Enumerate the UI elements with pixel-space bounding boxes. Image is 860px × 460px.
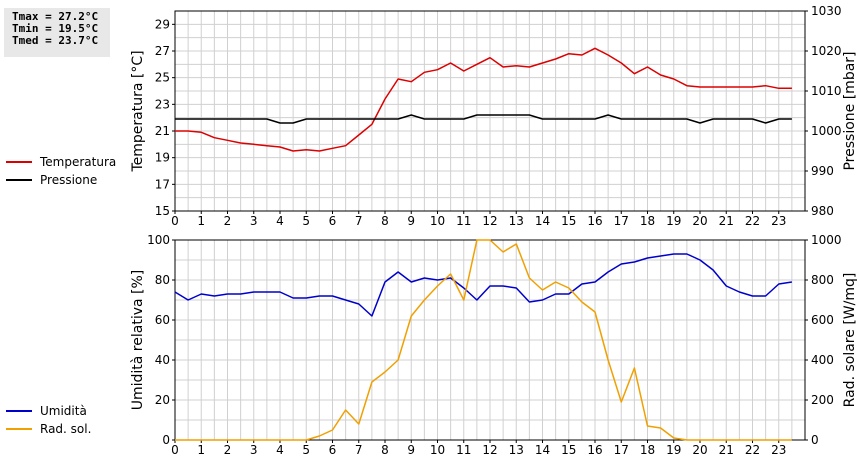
- series-line-rad-sol-: [175, 239, 792, 441]
- legend-swatch-humidity: [6, 410, 32, 412]
- x-tick-label: 23: [771, 443, 786, 457]
- y-tick-label: 100: [147, 233, 170, 247]
- y2-tick-label: 1030: [811, 4, 842, 18]
- x-tick-label: 7: [355, 443, 363, 457]
- x-tick-label: 13: [509, 214, 524, 228]
- x-tick-label: 0: [171, 214, 179, 228]
- humidity-radiation-panel: 0 1 2 3 4 5 6 7 8 9 10 11 12 13 14 15 16 17 18 19 20 21 22 2302…: [130, 233, 858, 457]
- legend-swatch-temperature: [6, 161, 32, 163]
- x-tick-label: 8: [381, 443, 389, 457]
- series-line-umidit-: [174, 253, 793, 317]
- y-tick-label: 15: [155, 204, 170, 218]
- x-tick-label: 9: [407, 443, 415, 457]
- legend-label-humidity: Umidità: [40, 404, 87, 418]
- x-tick-label: 5: [302, 443, 310, 457]
- x-tick-label: 10: [430, 443, 445, 457]
- x-tick-label: 9: [407, 214, 415, 228]
- x-tick-label: 17: [614, 443, 629, 457]
- series-line-pressione: [175, 114, 792, 124]
- x-tick-label: 18: [640, 443, 655, 457]
- x-tick-label: 10: [430, 214, 445, 228]
- x-tick-label: 11: [456, 443, 471, 457]
- x-tick-label: 21: [719, 214, 734, 228]
- y-tick-label: 19: [155, 151, 170, 165]
- y2-tick-label: 400: [811, 353, 834, 367]
- legend-label-pressure: Pressione: [40, 173, 98, 187]
- x-tick-label: 18: [640, 214, 655, 228]
- x-tick-label: 2: [224, 443, 232, 457]
- x-tick-label: 7: [355, 214, 363, 228]
- y-tick-label: 23: [155, 97, 170, 111]
- humidity-radiation-y2label: Rad. solare [W/mq]: [842, 273, 858, 408]
- y2-tick-label: 600: [811, 313, 834, 327]
- series-line-temperatura: [175, 47, 792, 152]
- x-tick-label: 15: [561, 214, 576, 228]
- x-tick-label: 2: [224, 214, 232, 228]
- x-tick-label: 5: [302, 214, 310, 228]
- x-tick-label: 17: [614, 214, 629, 228]
- x-tick-label: 22: [745, 443, 760, 457]
- x-tick-label: 21: [719, 443, 734, 457]
- y2-tick-label: 200: [811, 393, 834, 407]
- x-tick-label: 23: [771, 214, 786, 228]
- x-tick-label: 16: [587, 214, 602, 228]
- y2-tick-label: 0: [811, 433, 819, 447]
- temp-pressure-ylabel: Temperatura [°C]: [130, 50, 146, 172]
- x-tick-label: 0: [171, 443, 179, 457]
- y2-tick-label: 1010: [811, 84, 842, 98]
- x-tick-label: 6: [329, 443, 337, 457]
- x-tick-label: 14: [535, 443, 550, 457]
- y2-tick-label: 980: [811, 204, 834, 218]
- y-tick-label: 27: [155, 44, 170, 58]
- y-tick-label: 80: [155, 273, 170, 287]
- y-tick-label: 17: [155, 177, 170, 191]
- x-tick-label: 20: [692, 214, 707, 228]
- x-tick-label: 4: [276, 443, 284, 457]
- legend-label-temperature: Temperatura: [40, 155, 117, 169]
- legend-swatch-pressure: [6, 179, 32, 181]
- x-tick-label: 11: [456, 214, 471, 228]
- y2-tick-label: 800: [811, 273, 834, 287]
- y-tick-label: 21: [155, 124, 170, 138]
- y-tick-label: 29: [155, 17, 170, 31]
- x-tick-label: 1: [197, 214, 205, 228]
- x-tick-label: 19: [666, 214, 681, 228]
- x-tick-label: 3: [250, 214, 258, 228]
- y-tick-label: 25: [155, 71, 170, 85]
- y-tick-label: 60: [155, 313, 170, 327]
- x-tick-label: 4: [276, 214, 284, 228]
- tmin-label: Tmin = 19.5°C: [12, 22, 99, 35]
- tmax-label: Tmax = 27.2°C: [12, 10, 99, 23]
- y-tick-label: 0: [162, 433, 170, 447]
- y2-tick-label: 1000: [811, 233, 842, 247]
- x-tick-label: 15: [561, 443, 576, 457]
- legend-label-radiation: Rad. sol.: [40, 422, 92, 436]
- x-tick-label: 13: [509, 443, 524, 457]
- x-tick-label: 19: [666, 443, 681, 457]
- x-tick-label: 6: [329, 214, 337, 228]
- x-tick-label: 3: [250, 443, 258, 457]
- legend-swatch-radiation: [6, 428, 32, 430]
- x-tick-label: 1: [197, 443, 205, 457]
- x-tick-label: 14: [535, 214, 550, 228]
- x-tick-label: 12: [482, 443, 497, 457]
- x-tick-label: 22: [745, 214, 760, 228]
- humidity-radiation-ylabel: Umidità relativa [%]: [130, 270, 146, 411]
- x-tick-label: 12: [482, 214, 497, 228]
- x-tick-label: 20: [692, 443, 707, 457]
- y2-tick-label: 1020: [811, 44, 842, 58]
- temp-pressure-y2label: Pressione [mbar]: [842, 51, 858, 170]
- y2-tick-label: 1000: [811, 124, 842, 138]
- stats-box: Tmax = 27.2°C Tmin = 19.5°C Tmed = 23.7°…: [4, 8, 110, 57]
- y-tick-label: 20: [155, 393, 170, 407]
- y-tick-label: 40: [155, 353, 170, 367]
- y2-tick-label: 990: [811, 164, 834, 178]
- tmed-label: Tmed = 23.7°C: [12, 34, 99, 47]
- x-tick-label: 8: [381, 214, 389, 228]
- temp-pressure-panel: 0 1 2 3 4 5 6 7 8 9 10 11 12 13 14 15 16 17 18 19 20 21 22 2315…: [130, 4, 858, 228]
- x-tick-label: 16: [587, 443, 602, 457]
